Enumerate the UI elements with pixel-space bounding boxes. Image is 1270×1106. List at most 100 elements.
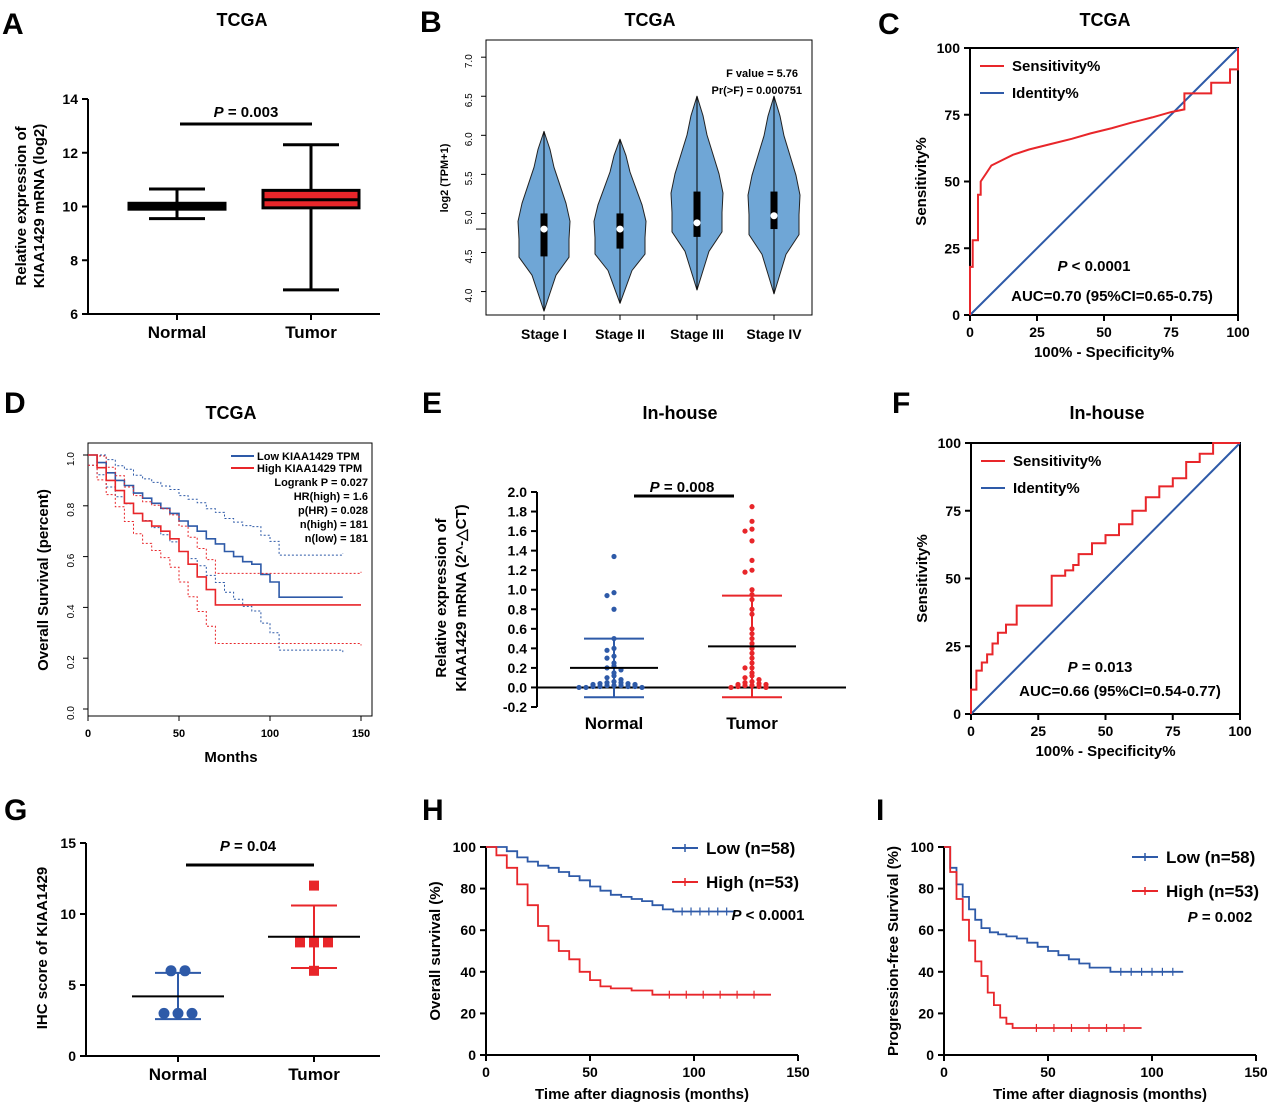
chart-i-y-tick-label: 0 <box>926 1047 934 1063</box>
data-point <box>728 684 734 691</box>
legend-label-identity: Identity% <box>1012 85 1079 102</box>
panel-title-e: In-house <box>643 403 718 423</box>
data-point <box>749 587 755 593</box>
legend-label-sensitivity: Sensitivity% <box>1012 58 1100 75</box>
chart-h-x-tick-label: 0 <box>482 1064 490 1080</box>
chart-i-survival-plot: 0 20 40 60 80 100 0 50 100 150 Low (n=58) High (n=5… <box>885 839 1268 1103</box>
legend-label-low: Low (n=58) <box>1166 848 1255 867</box>
chart-i-x-label: Time after diagnosis (months) <box>993 1086 1207 1103</box>
b-y-tick-label: 4.5 <box>464 249 475 263</box>
chart-c-roc-curve: 00 25 25 50 50 75 75 100 100 Sensitivity% Identity… <box>913 40 1250 361</box>
chart-i-y-tick-label: 100 <box>911 839 935 855</box>
a-y-tick-label: 14 <box>62 91 78 107</box>
g-y-tick-label: 0 <box>68 1048 76 1064</box>
chart-h-survival-plot: 0 20 40 60 80 100 0 50 100 150 Low (n=58) High (n=5… <box>427 839 810 1103</box>
category-label: Tumor <box>726 714 778 733</box>
data-point <box>611 553 617 560</box>
e-y-tick-label: 1.4 <box>508 543 528 559</box>
violin-iqr-box <box>540 213 548 257</box>
data-point <box>583 684 589 691</box>
d-x-tick-label: 50 <box>173 728 185 740</box>
chart-c-y-tick-label: 100 <box>937 40 961 56</box>
data-point <box>295 937 305 948</box>
category-label: Normal <box>585 714 644 733</box>
panel-title-f: In-house <box>1070 403 1145 423</box>
data-point <box>604 675 610 681</box>
chart-h-y-tick-label: 0 <box>468 1047 476 1063</box>
chart-h-y-tick-label: 20 <box>460 1005 476 1021</box>
chart-i-x-tick-label: 150 <box>1244 1064 1268 1080</box>
d-y-tick-label: 0.8 <box>66 502 77 516</box>
chart-h-y-label: Overall survival (%) <box>427 881 444 1020</box>
data-point <box>604 647 610 653</box>
chart-b-violin-plot: 4.0 4.5 5.0 5.5 6.0 6.5 7.0 log2 (TPM+1) Stage I… <box>439 39 813 342</box>
data-point <box>158 1007 170 1019</box>
category-label: Stage I <box>521 326 567 342</box>
survival-curve-high <box>486 846 771 996</box>
b-y-tick-label: 7.0 <box>464 54 475 68</box>
p-value: = 0.013 <box>1078 659 1133 676</box>
ci-upper-low <box>88 454 344 556</box>
data-point <box>749 504 755 510</box>
chart-f-y-tick-label: 50 <box>945 571 961 587</box>
chart-i-y-tick-label: 40 <box>918 964 934 980</box>
data-point <box>179 965 191 977</box>
chart-c-y-tick-label: 50 <box>944 174 960 190</box>
chart-f-p-value-label: P = 0.013 <box>1068 659 1133 676</box>
e-y-tick-label: 1.6 <box>508 523 528 539</box>
e-y-tick-label: -0.2 <box>503 699 527 715</box>
d-stat-label: n(high) = 181 <box>300 519 368 531</box>
b-annotation-pr: Pr(>F) = 0.000751 <box>711 85 802 97</box>
b-y-tick-label: 4.0 <box>464 288 475 302</box>
data-point <box>749 526 755 532</box>
violin-iqr-box <box>770 191 778 230</box>
panel-title-a: TCGA <box>217 10 268 30</box>
p-value: = 0.04 <box>230 838 277 855</box>
data-point <box>756 683 762 690</box>
e-y-tick-label: 0.2 <box>508 660 528 676</box>
panel-label-f: F <box>892 387 910 420</box>
a-p-value-label: P = 0.003 <box>214 104 279 121</box>
d-y-tick-label: 0.4 <box>66 604 77 618</box>
b-y-tick-label: 6.5 <box>464 93 475 107</box>
d-x-tick-label: 0 <box>85 728 91 740</box>
e-y-tick-label: 0.4 <box>508 640 528 656</box>
data-point <box>186 1007 198 1019</box>
chart-c-y-label: Sensitivity% <box>913 137 930 225</box>
survival-curve-low <box>88 454 343 598</box>
data-point <box>590 683 596 690</box>
chart-f-y-tick-label: 25 <box>945 638 961 654</box>
d-x-tick-label: 150 <box>352 728 370 740</box>
e-p-value-label: P = 0.008 <box>650 479 715 496</box>
survival-curve-high <box>944 846 1142 1029</box>
data-point <box>749 557 755 564</box>
e-y-tick-label: 0.6 <box>508 621 528 637</box>
p-symbol: P <box>214 104 225 121</box>
p-value: = 0.003 <box>224 104 279 121</box>
d-x-tick-label: 100 <box>261 728 279 740</box>
chart-f-x-tick-label: 0 <box>967 723 975 739</box>
chart-c-x-tick-label: 25 <box>1029 324 1045 340</box>
chart-c-x-tick-label: 0 <box>966 324 974 340</box>
a-y-tick-label: 6 <box>70 306 78 322</box>
chart-a-box-plot: 6 8 10 12 14 Normal Tumor P = 0.003 Relative exp… <box>13 91 380 342</box>
legend-label-identity: Identity% <box>1013 480 1080 497</box>
survival-curve-low <box>944 846 1184 973</box>
data-point <box>632 683 638 690</box>
chart-i-y-tick-label: 80 <box>918 881 934 897</box>
chart-i-y-tick-label: 20 <box>918 1005 934 1021</box>
data-point <box>742 665 748 671</box>
chart-c-p-value-label: P < 0.0001 <box>1058 258 1131 275</box>
chart-f-x-tick-label: 50 <box>1098 723 1114 739</box>
e-y-tick-label: 2.0 <box>508 484 528 500</box>
violin-median-dot <box>770 212 778 220</box>
p-symbol: P <box>1188 909 1199 926</box>
chart-h-y-tick-label: 80 <box>460 881 476 897</box>
b-y-tick-label: 6.0 <box>464 132 475 146</box>
panel-label-a: A <box>2 8 24 41</box>
chart-f-y-tick-label: 75 <box>945 503 961 519</box>
category-label: Tumor <box>288 1065 340 1084</box>
chart-f-x-tick-label: 25 <box>1030 723 1046 739</box>
d-y-tick-label: 0.0 <box>66 706 77 720</box>
data-point <box>742 682 748 689</box>
